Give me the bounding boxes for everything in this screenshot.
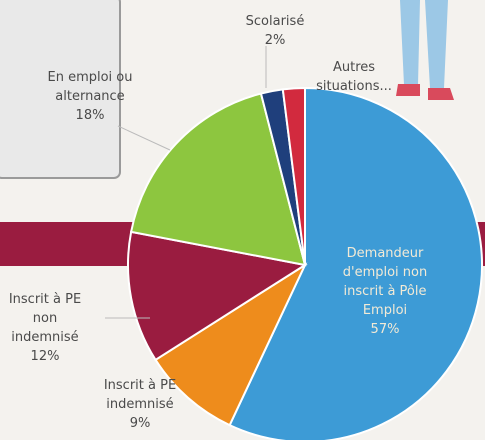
pie-slice <box>281 86 306 266</box>
pie-slice <box>154 262 308 427</box>
slice-label: En emploi ou alternance 18% <box>28 68 152 125</box>
pie-slice <box>129 92 307 267</box>
value-label: 12% <box>30 349 60 364</box>
leader-lines <box>105 46 267 319</box>
shoes <box>396 84 454 100</box>
value-label: 57% <box>370 322 400 337</box>
category-label: En emploi ou alternance <box>47 70 133 104</box>
category-label: Inscrit à PE indemnisé <box>103 378 177 412</box>
category-label: Autres situations... <box>316 60 392 94</box>
pie-slice <box>127 230 308 362</box>
value-label: 18% <box>75 108 105 123</box>
category-label: Inscrit à PE non indemnisé <box>8 292 82 345</box>
legs <box>400 0 448 88</box>
pie-slice <box>228 86 483 440</box>
category-label: Demandeur d'emploi non inscrit à Pôle Em… <box>342 246 428 318</box>
slice-label: Autres situations... <box>316 58 392 96</box>
value-label: 9% <box>129 416 151 431</box>
category-label: Scolarisé <box>245 14 305 29</box>
slice-label: Inscrit à PE non indemnisé 12% <box>2 290 88 366</box>
slice-label: Scolarisé 2% <box>230 12 320 50</box>
value-label: 2% <box>264 33 286 48</box>
slice-label: Inscrit à PE indemnisé 9% <box>88 376 192 433</box>
side-box <box>0 0 121 179</box>
slice-label: Demandeur d'emploi non inscrit à Pôle Em… <box>330 244 440 339</box>
